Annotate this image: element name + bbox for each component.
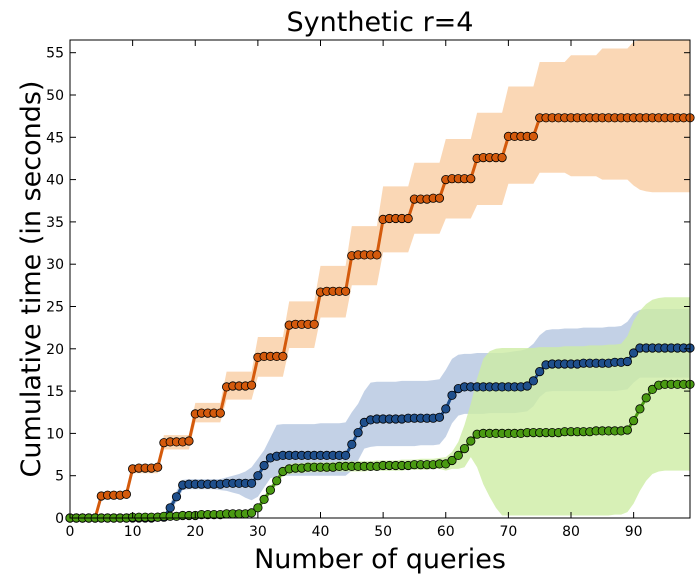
point-series-3 — [459, 443, 470, 454]
point-series-3 — [453, 450, 463, 460]
point-series-1 — [403, 213, 413, 224]
chart-title: Synthetic r=4 — [287, 7, 474, 38]
point-series-1 — [215, 408, 225, 418]
y-tick-label: 15 — [46, 384, 64, 400]
y-axis-title: Cumulative time (in seconds) — [16, 81, 47, 478]
y-tick-label: 5 — [55, 469, 64, 485]
x-tick-label: 90 — [625, 524, 643, 540]
point-series-3 — [259, 494, 269, 504]
point-series-1 — [528, 131, 539, 141]
point-series-3 — [253, 503, 263, 513]
point-series-2 — [447, 390, 457, 400]
point-series-2 — [535, 366, 545, 377]
point-series-2 — [253, 471, 263, 481]
point-series-2 — [259, 460, 269, 471]
point-series-1 — [497, 153, 507, 163]
y-tick-label: 35 — [46, 215, 64, 231]
point-series-2 — [171, 492, 182, 502]
x-tick-label: 10 — [124, 524, 142, 540]
point-series-2 — [247, 478, 257, 488]
point-series-1 — [372, 250, 382, 260]
x-tick-label: 70 — [499, 524, 517, 540]
x-tick-label: 50 — [374, 524, 392, 540]
point-series-3 — [641, 393, 651, 403]
point-series-1 — [466, 174, 476, 184]
point-series-2 — [165, 503, 175, 513]
y-tick-label: 10 — [46, 426, 64, 442]
point-series-3 — [622, 425, 633, 435]
point-series-2 — [622, 356, 633, 367]
point-series-2 — [347, 439, 357, 449]
point-series-1 — [247, 380, 257, 390]
x-tick-label: 0 — [66, 524, 75, 540]
point-series-1 — [153, 462, 163, 472]
y-tick-label: 0 — [55, 511, 64, 527]
band-series-3 — [70, 297, 690, 518]
point-series-1 — [434, 193, 445, 203]
y-axis-ticks: 0 5 10 15 20 25 30 35 40 45 50 55 — [46, 46, 690, 527]
point-series-2 — [434, 412, 445, 422]
point-series-1 — [278, 351, 288, 361]
point-series-3 — [247, 508, 257, 518]
point-series-2 — [628, 348, 639, 358]
x-tick-label: 40 — [312, 524, 330, 540]
plot-frame — [69, 39, 691, 519]
point-series-2 — [353, 427, 363, 438]
x-tick-label: 20 — [186, 524, 204, 540]
x-axis-ticks: 0 10 20 30 40 50 60 70 80 90 — [66, 40, 643, 540]
point-series-2 — [441, 404, 451, 414]
point-series-2 — [340, 450, 351, 460]
point-series-3 — [647, 384, 658, 394]
point-series-2 — [522, 381, 532, 391]
series-points — [65, 113, 695, 523]
point-series-3 — [272, 476, 282, 486]
x-axis-title: Number of queries — [254, 544, 506, 575]
x-tick-label: 60 — [437, 524, 455, 540]
point-series-2 — [528, 376, 539, 386]
x-tick-label: 80 — [562, 524, 580, 540]
x-tick-label: 30 — [249, 524, 267, 540]
y-tick-label: 20 — [46, 342, 64, 358]
y-tick-label: 40 — [46, 173, 64, 189]
point-series-1 — [184, 436, 194, 446]
point-series-1 — [309, 319, 319, 329]
y-tick-label: 25 — [46, 299, 64, 315]
point-series-1 — [340, 286, 351, 296]
point-series-3 — [447, 455, 457, 466]
y-tick-label: 55 — [46, 46, 64, 62]
point-series-1 — [121, 489, 132, 499]
point-series-3 — [466, 436, 476, 446]
y-tick-label: 45 — [46, 130, 64, 146]
point-series-3 — [265, 485, 275, 495]
y-tick-label: 50 — [46, 88, 64, 104]
y-tick-label: 30 — [46, 257, 64, 273]
point-series-3 — [635, 404, 645, 414]
point-series-3 — [628, 416, 639, 426]
